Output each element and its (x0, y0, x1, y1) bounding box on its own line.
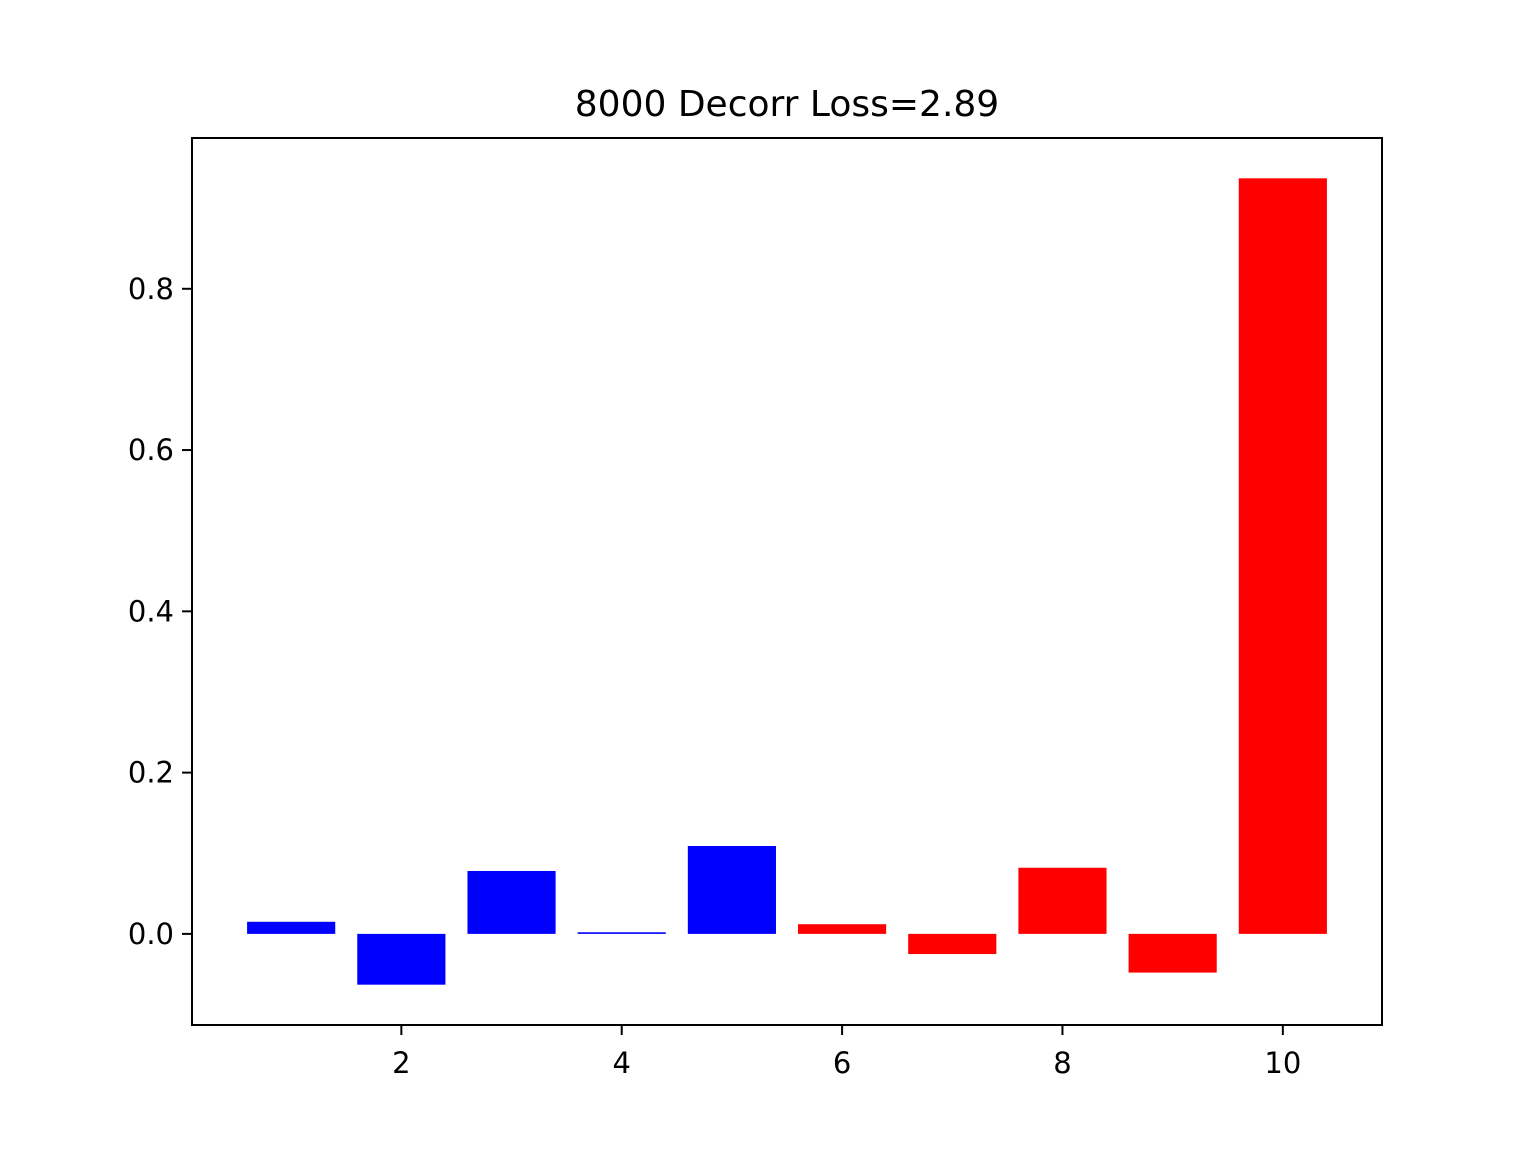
bar-8 (1018, 867, 1107, 934)
bars-group (247, 178, 1327, 985)
x-tick-label: 2 (392, 1046, 410, 1080)
bar-1 (247, 921, 336, 934)
plot-area-frame (191, 137, 1383, 1026)
y-tick-label: 0.8 (128, 272, 174, 306)
bar-6 (798, 924, 887, 934)
chart-title: 8000 Decorr Loss=2.89 (575, 84, 999, 125)
y-axis-ticks: 0.0 0.2 0.4 0.6 0.8 (128, 272, 192, 951)
y-tick-label: 0.6 (128, 433, 174, 467)
bar-4 (577, 932, 666, 934)
bar-2 (357, 933, 446, 985)
bar-3 (467, 870, 556, 934)
y-tick-label: 0.4 (128, 594, 174, 628)
y-tick-label: 0.0 (128, 917, 174, 951)
x-tick-label: 8 (1053, 1046, 1071, 1080)
y-tick-label: 0.2 (128, 756, 174, 790)
x-tick-label: 10 (1264, 1046, 1301, 1080)
bar-5 (687, 845, 776, 934)
x-tick-label: 4 (612, 1046, 630, 1080)
bar-7 (908, 933, 997, 955)
x-tick-label: 6 (833, 1046, 851, 1080)
bar-10 (1238, 178, 1327, 934)
bar-9 (1128, 933, 1217, 973)
x-axis-ticks: 2 4 6 8 10 (392, 1025, 1301, 1080)
